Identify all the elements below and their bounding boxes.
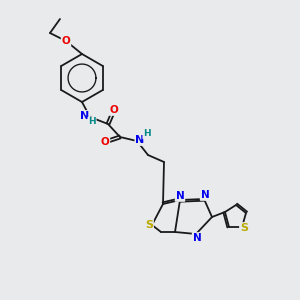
Text: S: S bbox=[145, 220, 153, 230]
Text: N: N bbox=[176, 191, 184, 201]
Text: O: O bbox=[61, 36, 70, 46]
Text: O: O bbox=[110, 105, 118, 115]
Text: N: N bbox=[135, 135, 145, 145]
Text: N: N bbox=[193, 233, 201, 243]
Text: O: O bbox=[100, 137, 109, 147]
Text: S: S bbox=[240, 223, 248, 233]
Text: H: H bbox=[143, 130, 151, 139]
Text: N: N bbox=[201, 190, 209, 200]
Text: N: N bbox=[80, 111, 90, 121]
Text: H: H bbox=[88, 118, 96, 127]
